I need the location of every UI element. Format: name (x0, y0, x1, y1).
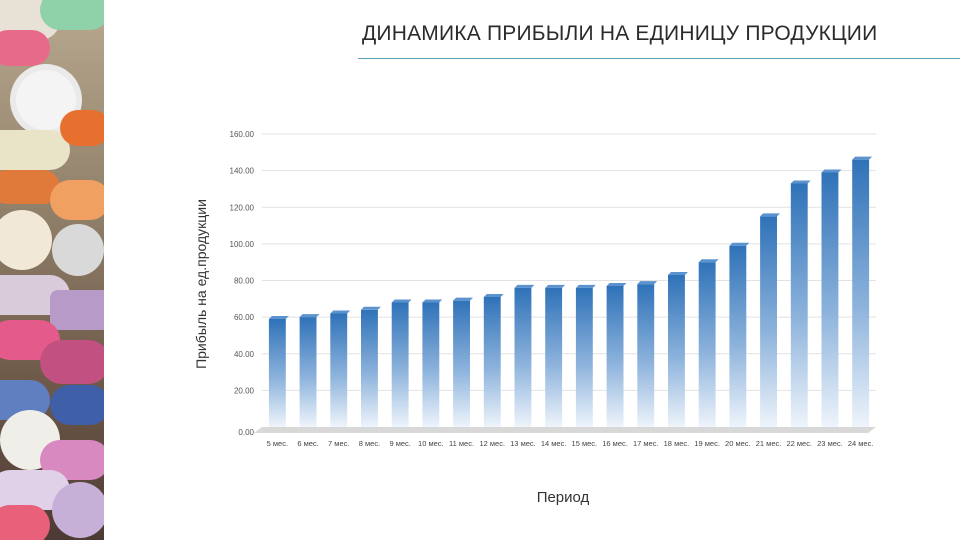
bar-top (483, 293, 504, 297)
x-tick-label: 19 мес. (694, 439, 720, 448)
bar (453, 300, 470, 427)
bar-top (514, 284, 535, 288)
bar-top (391, 299, 412, 303)
floor (254, 427, 876, 433)
y-tick-label: 120.00 (230, 203, 255, 212)
bar-top (729, 242, 750, 246)
bar-top (361, 306, 381, 310)
bar (852, 159, 870, 427)
bar-top (698, 259, 719, 263)
x-tick-label: 10 мес. (418, 439, 444, 448)
bar-top (821, 169, 842, 173)
pills-photo (0, 0, 104, 540)
y-tick-label: 160.00 (230, 130, 255, 139)
x-tick-label: 12 мес. (479, 439, 505, 448)
x-tick-label: 16 мес. (602, 439, 628, 448)
x-axis-label: Период (536, 489, 590, 506)
bar (575, 287, 593, 427)
bar-top (790, 180, 811, 184)
x-tick-label: 8 мес. (359, 439, 380, 448)
y-tick-label: 40.00 (234, 350, 255, 359)
x-tick-label: 14 мес. (541, 439, 567, 448)
x-tick-label: 6 мес. (297, 439, 318, 448)
y-tick-labels: 0.00 20.00 40.00 60.00 80.00 100.00 120.00 140.… (230, 130, 255, 437)
bar-top (606, 282, 627, 286)
bar (698, 262, 716, 427)
x-tick-labels: 5 мес. 6 мес. 7 мес. 8 мес. 9 мес. 10 мес. 11 … (267, 439, 874, 448)
y-tick-label: 60.00 (234, 313, 255, 322)
bar-top (760, 213, 780, 217)
bar-top (330, 310, 351, 314)
title-rule (358, 58, 960, 59)
bar (545, 287, 563, 427)
x-tick-label: 17 мес. (633, 439, 659, 448)
bar-top (668, 272, 688, 276)
bar (361, 309, 378, 427)
bar (668, 275, 685, 427)
bar (483, 296, 501, 427)
bar-top (852, 156, 873, 160)
bar-top (268, 315, 289, 319)
bar (790, 183, 808, 427)
bar (821, 172, 839, 427)
bar-top (453, 297, 473, 301)
x-tick-label: 18 мес. (664, 439, 690, 448)
y-tick-label: 20.00 (234, 386, 255, 395)
x-tick-label: 7 мес. (328, 439, 349, 448)
pills-illustration (0, 0, 104, 540)
y-tick-label: 100.00 (230, 240, 255, 249)
chart-floor (254, 427, 876, 433)
y-tick-label: 140.00 (230, 167, 255, 176)
x-tick-label: 24 мес. (848, 439, 874, 448)
bar (299, 317, 317, 427)
bar (422, 302, 440, 427)
bar (606, 285, 624, 427)
bar-top (299, 314, 320, 318)
grid-lines (262, 133, 876, 391)
x-tick-label: 5 мес. (267, 439, 288, 448)
x-tick-label: 13 мес. (510, 439, 536, 448)
bar (514, 287, 532, 427)
x-tick-label: 23 мес. (817, 439, 843, 448)
x-tick-label: 22 мес. (786, 439, 812, 448)
x-tick-label: 20 мес. (725, 439, 751, 448)
bars (268, 156, 873, 427)
x-tick-label: 11 мес. (449, 439, 474, 448)
x-tick-label: 15 мес. (572, 439, 598, 448)
bar (729, 245, 747, 427)
y-tick-label: 80.00 (234, 277, 255, 286)
x-tick-label: 21 мес. (756, 439, 782, 448)
bar (391, 302, 409, 427)
bar (760, 216, 777, 427)
slide-title: ДИНАМИКА ПРИБЫЛИ НА ЕДИНИЦУ ПРОДУКЦИИ (362, 22, 878, 45)
bar-top (637, 281, 658, 285)
x-tick-label: 9 мес. (389, 439, 410, 448)
bar-top (422, 299, 443, 303)
bar-top (575, 284, 596, 288)
bar (330, 313, 348, 427)
y-tick-label: 0.00 (238, 428, 254, 437)
bar-top (545, 284, 566, 288)
bar (268, 318, 286, 427)
bar (637, 284, 655, 427)
